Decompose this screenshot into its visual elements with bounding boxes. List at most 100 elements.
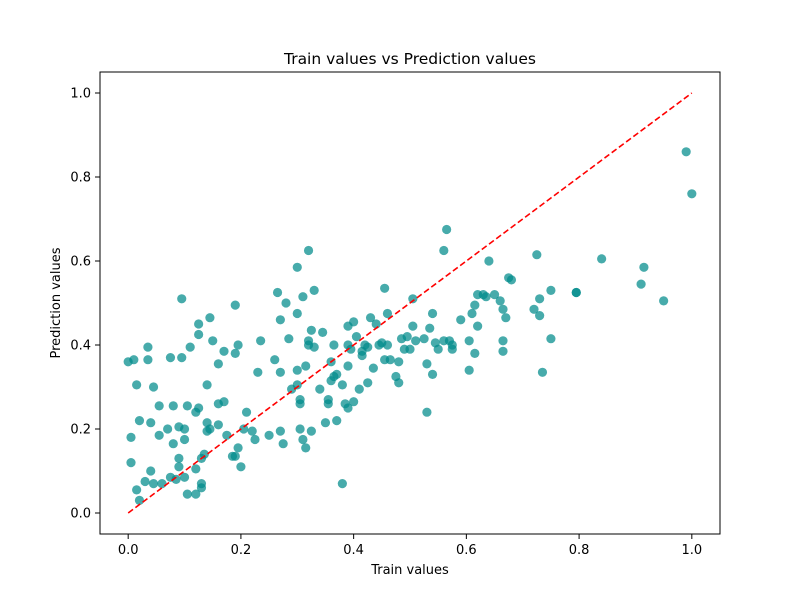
data-point bbox=[464, 365, 474, 375]
data-point bbox=[194, 319, 204, 329]
data-point bbox=[306, 426, 316, 436]
data-point bbox=[408, 321, 418, 331]
data-point bbox=[182, 489, 192, 499]
data-point bbox=[132, 380, 142, 390]
x-tick-label: 0.6 bbox=[456, 543, 477, 558]
data-point bbox=[194, 329, 204, 340]
data-point bbox=[473, 321, 483, 331]
data-point bbox=[295, 399, 305, 409]
data-point bbox=[233, 443, 243, 453]
data-point bbox=[199, 449, 209, 459]
data-point bbox=[332, 416, 342, 426]
data-point bbox=[385, 355, 395, 365]
data-point bbox=[292, 380, 302, 390]
data-point bbox=[402, 332, 412, 342]
data-point bbox=[292, 365, 302, 375]
data-point bbox=[422, 407, 432, 417]
data-point bbox=[315, 384, 325, 394]
data-point bbox=[447, 344, 457, 354]
data-point bbox=[222, 430, 232, 440]
data-point bbox=[332, 369, 342, 379]
data-point bbox=[202, 380, 212, 390]
y-tick-label: 0.0 bbox=[70, 507, 91, 522]
data-point bbox=[380, 283, 390, 293]
data-point bbox=[134, 416, 145, 426]
data-point bbox=[546, 334, 556, 344]
data-point bbox=[532, 250, 542, 260]
data-point bbox=[427, 308, 438, 319]
data-point bbox=[219, 346, 229, 356]
reference-line bbox=[127, 92, 693, 514]
x-tick-label: 1.0 bbox=[681, 543, 702, 558]
data-point bbox=[422, 359, 432, 369]
data-point bbox=[301, 443, 311, 453]
data-point bbox=[239, 424, 249, 434]
data-point bbox=[281, 298, 291, 308]
data-point bbox=[337, 479, 347, 489]
data-point bbox=[464, 336, 474, 346]
data-point bbox=[439, 245, 449, 256]
data-point bbox=[177, 294, 187, 304]
data-point bbox=[264, 430, 274, 440]
data-point bbox=[196, 483, 207, 493]
data-point bbox=[489, 290, 500, 300]
x-tick-label: 0.0 bbox=[118, 543, 139, 558]
y-tick-label: 0.4 bbox=[70, 339, 91, 354]
data-point bbox=[382, 308, 393, 319]
data-point bbox=[394, 357, 404, 367]
data-point bbox=[343, 403, 353, 413]
data-point bbox=[636, 279, 646, 289]
data-point bbox=[687, 189, 697, 199]
data-point bbox=[323, 399, 333, 409]
data-point bbox=[270, 355, 280, 365]
data-point bbox=[320, 418, 331, 428]
data-point bbox=[219, 397, 229, 407]
data-point bbox=[363, 342, 373, 352]
x-tick-label: 0.4 bbox=[343, 543, 364, 558]
data-point bbox=[427, 369, 438, 379]
data-point bbox=[292, 308, 302, 319]
y-tick-label: 0.2 bbox=[70, 423, 91, 438]
data-point bbox=[495, 296, 505, 306]
data-point bbox=[179, 472, 190, 482]
data-point bbox=[363, 378, 373, 388]
data-point bbox=[165, 353, 176, 363]
data-point bbox=[179, 424, 190, 434]
data-point bbox=[292, 262, 302, 272]
data-point bbox=[467, 308, 477, 319]
data-point bbox=[148, 382, 159, 392]
data-point bbox=[346, 344, 356, 354]
data-point bbox=[253, 367, 263, 377]
data-point bbox=[681, 147, 691, 157]
data-point bbox=[154, 401, 164, 411]
data-point bbox=[275, 426, 285, 436]
data-point bbox=[537, 367, 548, 377]
data-point bbox=[236, 462, 246, 472]
data-point bbox=[272, 287, 283, 298]
data-point bbox=[506, 275, 517, 285]
data-point bbox=[442, 224, 452, 235]
data-point bbox=[405, 344, 415, 354]
data-point bbox=[250, 434, 260, 445]
data-point bbox=[247, 426, 257, 436]
x-axis-label: Train values bbox=[370, 563, 449, 578]
data-point bbox=[230, 348, 240, 358]
data-point bbox=[470, 348, 480, 358]
data-point bbox=[659, 296, 669, 306]
data-point bbox=[498, 346, 508, 356]
data-point bbox=[298, 292, 308, 302]
data-point bbox=[213, 359, 223, 369]
data-point bbox=[470, 300, 480, 310]
data-point bbox=[205, 424, 215, 434]
data-point bbox=[230, 451, 240, 461]
data-point bbox=[535, 294, 545, 304]
data-point bbox=[425, 323, 435, 333]
data-point bbox=[208, 336, 218, 346]
data-point bbox=[354, 384, 364, 394]
data-point bbox=[278, 439, 288, 449]
data-point bbox=[126, 432, 136, 442]
data-point bbox=[365, 313, 376, 323]
data-point bbox=[126, 458, 136, 468]
data-point bbox=[394, 378, 404, 388]
